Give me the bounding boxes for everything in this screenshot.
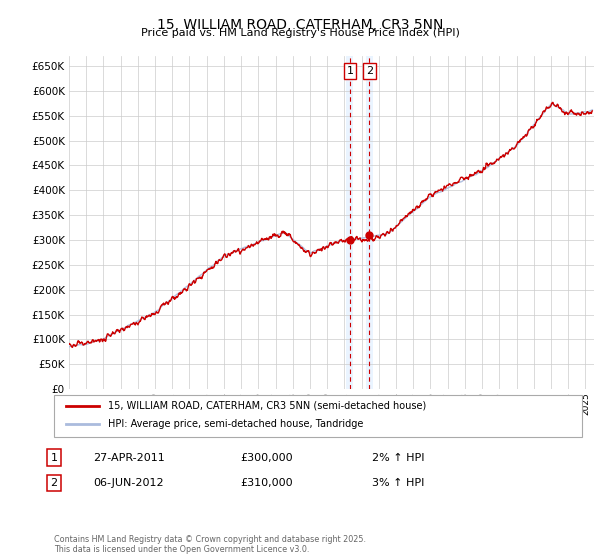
Text: 2: 2 (50, 478, 58, 488)
Bar (346, 56, 353, 389)
Text: 1: 1 (346, 66, 353, 76)
Text: 2% ↑ HPI: 2% ↑ HPI (372, 452, 425, 463)
Text: £310,000: £310,000 (240, 478, 293, 488)
Text: £300,000: £300,000 (240, 452, 293, 463)
Text: 3% ↑ HPI: 3% ↑ HPI (372, 478, 424, 488)
Text: 15, WILLIAM ROAD, CATERHAM, CR3 5NN (semi-detached house): 15, WILLIAM ROAD, CATERHAM, CR3 5NN (sem… (108, 401, 426, 411)
Text: Contains HM Land Registry data © Crown copyright and database right 2025.
This d: Contains HM Land Registry data © Crown c… (54, 535, 366, 554)
Bar (366, 56, 373, 389)
Text: 27-APR-2011: 27-APR-2011 (93, 452, 165, 463)
Text: 06-JUN-2012: 06-JUN-2012 (93, 478, 164, 488)
Text: HPI: Average price, semi-detached house, Tandridge: HPI: Average price, semi-detached house,… (108, 419, 364, 430)
Text: Price paid vs. HM Land Registry's House Price Index (HPI): Price paid vs. HM Land Registry's House … (140, 28, 460, 38)
Text: 2: 2 (365, 66, 373, 76)
Text: 1: 1 (50, 452, 58, 463)
Text: 15, WILLIAM ROAD, CATERHAM, CR3 5NN: 15, WILLIAM ROAD, CATERHAM, CR3 5NN (157, 18, 443, 32)
